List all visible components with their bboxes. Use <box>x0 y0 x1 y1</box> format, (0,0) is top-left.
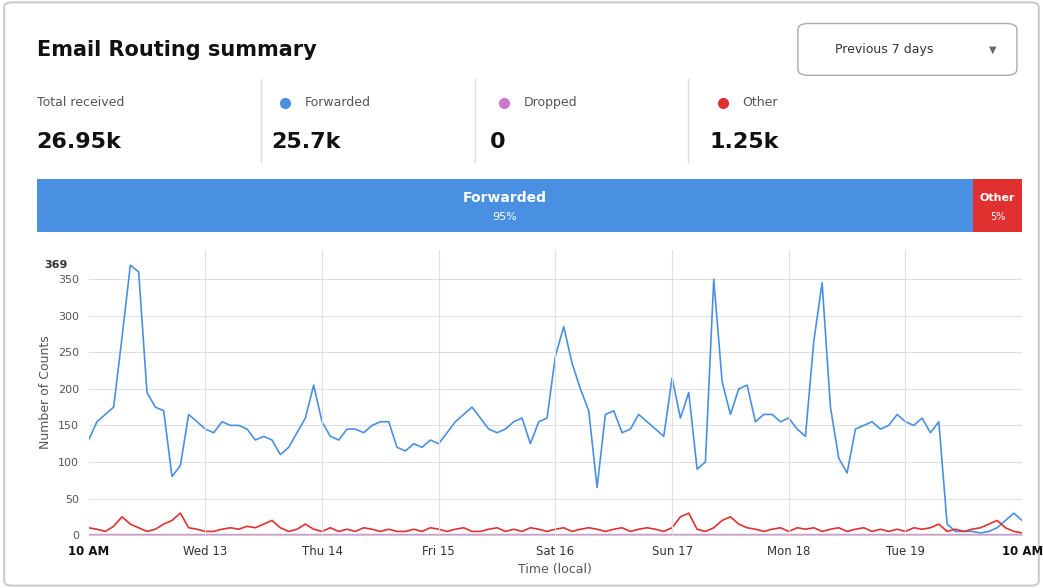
Text: Other: Other <box>743 96 778 109</box>
Text: 95%: 95% <box>492 212 517 222</box>
Text: Dropped: Dropped <box>524 96 577 109</box>
Text: 369: 369 <box>45 260 68 270</box>
Text: ▼: ▼ <box>989 44 997 55</box>
Text: Forwarded: Forwarded <box>305 96 370 109</box>
FancyBboxPatch shape <box>798 24 1017 75</box>
Text: Other: Other <box>979 193 1015 203</box>
Text: 25.7k: 25.7k <box>271 132 341 152</box>
Text: Previous 7 days: Previous 7 days <box>835 43 933 56</box>
Text: 1.25k: 1.25k <box>709 132 779 152</box>
Text: 0: 0 <box>490 132 506 152</box>
Text: Forwarded: Forwarded <box>463 191 547 205</box>
Y-axis label: Number of Counts: Number of Counts <box>40 336 52 449</box>
Text: 26.95k: 26.95k <box>37 132 121 152</box>
Text: 5%: 5% <box>990 212 1005 222</box>
X-axis label: Time (local): Time (local) <box>518 563 592 576</box>
Text: Email Routing summary: Email Routing summary <box>37 40 316 60</box>
FancyBboxPatch shape <box>4 2 1039 586</box>
Bar <box>973 179 1022 232</box>
Text: Total received: Total received <box>37 96 124 109</box>
